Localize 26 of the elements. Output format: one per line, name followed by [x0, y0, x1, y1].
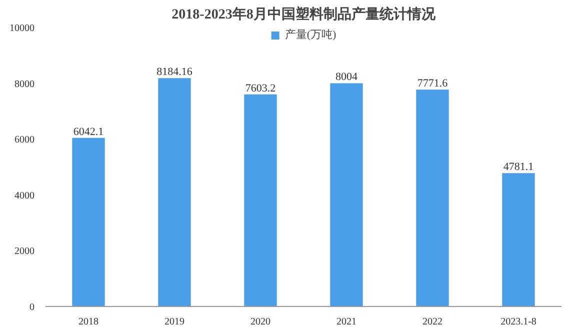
data-label: 6042.1	[73, 126, 104, 138]
data-label: 7603.2	[245, 82, 276, 94]
x-tick-label: 2021	[336, 316, 356, 327]
data-label: 8184.16	[156, 66, 193, 78]
y-tick-label: 2000	[14, 246, 34, 258]
x-tick-label: 2019	[164, 316, 184, 327]
x-tick-label: 2023.1-8	[500, 316, 536, 327]
bar	[244, 94, 277, 306]
bar	[158, 78, 191, 306]
legend-label: 产量(万吨)	[284, 28, 336, 42]
x-tick-label: 2018	[78, 316, 98, 327]
bar	[502, 173, 535, 306]
bar	[330, 83, 363, 306]
data-label: 7771.6	[417, 78, 448, 90]
y-tick-label: 4000	[14, 190, 34, 202]
x-tick-label: 2022	[422, 316, 442, 327]
y-tick-label: 10000	[10, 23, 34, 34]
y-tick-label: 8000	[14, 78, 34, 90]
bar	[416, 90, 449, 306]
y-tick-label: 6000	[14, 134, 34, 146]
data-label: 8004	[336, 71, 358, 84]
chart-title: 2018-2023年8月中国塑料制品产量统计情况	[172, 6, 436, 22]
y-tick-label: 0	[30, 302, 34, 313]
bar	[72, 138, 105, 306]
x-tick-label: 2020	[250, 316, 270, 327]
data-label: 4781.1	[503, 161, 534, 174]
